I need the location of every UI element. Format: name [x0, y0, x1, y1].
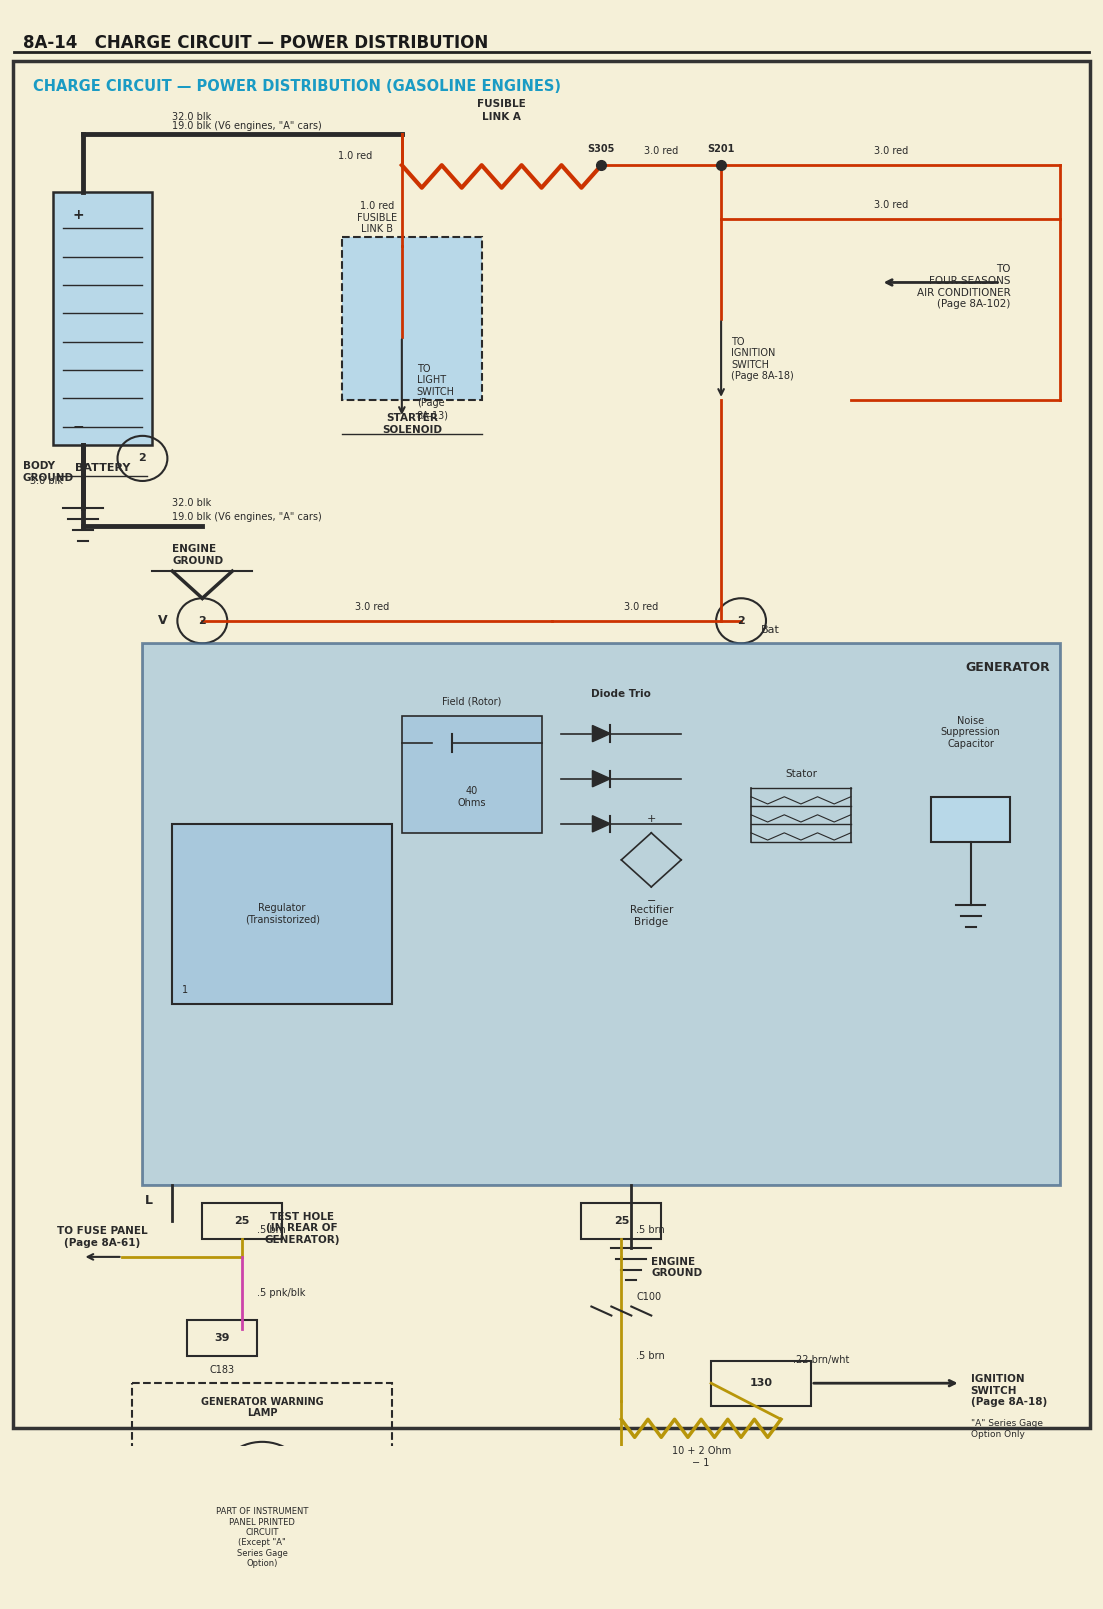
Text: ENGINE
GROUND: ENGINE GROUND [651, 1257, 703, 1279]
Polygon shape [431, 734, 452, 751]
Text: 25: 25 [613, 1216, 629, 1226]
Text: 39: 39 [214, 1334, 231, 1344]
Text: BATTERY: BATTERY [75, 463, 130, 473]
Text: TO FUSE PANEL
(Page 8A-61): TO FUSE PANEL (Page 8A-61) [57, 1226, 148, 1249]
Text: 19.0 blk (V6 engines, "A" cars): 19.0 blk (V6 engines, "A" cars) [172, 512, 322, 521]
Text: −: − [646, 896, 656, 906]
Text: Diode Trio: Diode Trio [591, 690, 651, 700]
Text: +: + [646, 814, 656, 824]
Text: .5 brn: .5 brn [636, 1224, 665, 1234]
Text: 40
Ohms: 40 Ohms [458, 785, 486, 808]
Text: 2: 2 [139, 454, 147, 463]
Text: −: − [73, 420, 84, 434]
Bar [132, 1384, 392, 1582]
Text: .22 brn/wht: .22 brn/wht [793, 1355, 849, 1364]
Bar [142, 644, 1060, 1184]
Bar [342, 238, 482, 399]
Text: 2: 2 [737, 616, 745, 626]
Text: 8A-14   CHARGE CIRCUIT — POWER DISTRIBUTION: 8A-14 CHARGE CIRCUIT — POWER DISTRIBUTIO… [23, 34, 488, 53]
Polygon shape [592, 726, 610, 742]
Text: STARTER
SOLENOID: STARTER SOLENOID [382, 414, 442, 434]
Polygon shape [592, 816, 610, 832]
Text: 2: 2 [199, 616, 206, 626]
Text: 32.0 blk: 32.0 blk [172, 113, 212, 122]
Bar [53, 191, 152, 444]
Text: 19.0 blk (V6 engines, "A" cars): 19.0 blk (V6 engines, "A" cars) [172, 121, 322, 130]
Text: "A" Series Gage
Option Only: "A" Series Gage Option Only [971, 1419, 1042, 1438]
Text: 130: 130 [750, 1379, 772, 1389]
Bar [172, 824, 392, 1004]
Text: ENGINE
GROUND: ENGINE GROUND [172, 544, 224, 566]
Text: .5 brn: .5 brn [257, 1224, 286, 1234]
Text: S305: S305 [588, 143, 615, 153]
Bar [202, 1204, 282, 1239]
Text: 3.0 red: 3.0 red [624, 602, 658, 611]
Text: Regulator
(Transistorized): Regulator (Transistorized) [245, 903, 320, 925]
Text: GENERATOR: GENERATOR [965, 661, 1050, 674]
Text: L: L [144, 1194, 152, 1207]
Text: Noise
Suppression
Capacitor: Noise Suppression Capacitor [941, 716, 1000, 748]
Text: Field (Rotor): Field (Rotor) [442, 697, 502, 706]
Text: C183: C183 [210, 1364, 235, 1376]
Text: CHARGE CIRCUIT — POWER DISTRIBUTION (GASOLINE ENGINES): CHARGE CIRCUIT — POWER DISTRIBUTION (GAS… [33, 79, 560, 95]
Text: BODY
GROUND: BODY GROUND [23, 462, 74, 483]
Text: 10 + 2 Ohm
− 1: 10 + 2 Ohm − 1 [672, 1446, 731, 1467]
Text: Stator: Stator [785, 769, 817, 779]
Text: Bat: Bat [761, 624, 780, 636]
Text: +: + [73, 208, 84, 222]
Text: TO
FOUR SEASONS
AIR CONDITIONER
(Page 8A-102): TO FOUR SEASONS AIR CONDITIONER (Page 8A… [917, 264, 1010, 309]
Text: 25: 25 [235, 1216, 250, 1226]
Bar [581, 1204, 661, 1239]
Text: 3.0 red: 3.0 red [355, 602, 389, 611]
Text: 3.0 red: 3.0 red [644, 146, 678, 156]
Bar [931, 796, 1010, 842]
Text: LINK A: LINK A [482, 113, 521, 122]
Text: 1.0 red: 1.0 red [338, 151, 372, 161]
Text: 1.0 red
FUSIBLE
LINK B: 1.0 red FUSIBLE LINK B [357, 201, 397, 235]
Text: TEST HOLE
(IN REAR OF
GENERATOR): TEST HOLE (IN REAR OF GENERATOR) [265, 1212, 340, 1245]
Text: 1: 1 [182, 985, 189, 996]
Text: .5 pnk/blk: .5 pnk/blk [257, 1287, 306, 1298]
Text: 3.0 blk: 3.0 blk [30, 476, 63, 486]
Text: 32.0 blk: 32.0 blk [172, 499, 212, 508]
Polygon shape [592, 771, 610, 787]
Text: C100: C100 [636, 1292, 662, 1303]
Bar [401, 716, 542, 833]
Text: Rectifier
Bridge: Rectifier Bridge [630, 904, 673, 927]
Text: V: V [158, 615, 168, 628]
Text: .5 brn: .5 brn [636, 1352, 665, 1361]
Text: 3.0 red: 3.0 red [874, 200, 908, 211]
Text: FUSIBLE: FUSIBLE [478, 98, 526, 108]
Text: TO
IGNITION
SWITCH
(Page 8A-18): TO IGNITION SWITCH (Page 8A-18) [731, 336, 794, 381]
Text: IGNITION
SWITCH
(Page 8A-18): IGNITION SWITCH (Page 8A-18) [971, 1374, 1047, 1408]
Text: PART OF INSTRUMENT
PANEL PRINTED
CIRCUIT
(Except "A"
Series Gage
Option): PART OF INSTRUMENT PANEL PRINTED CIRCUIT… [216, 1508, 309, 1569]
Bar [188, 1319, 257, 1356]
Text: GENERATOR WARNING
LAMP: GENERATOR WARNING LAMP [201, 1397, 323, 1418]
Text: TO
LIGHT
SWITCH
(Page
8A-13): TO LIGHT SWITCH (Page 8A-13) [417, 364, 454, 420]
Bar [711, 1361, 811, 1406]
Text: S201: S201 [707, 143, 735, 153]
Text: 3.0 red: 3.0 red [874, 146, 908, 156]
